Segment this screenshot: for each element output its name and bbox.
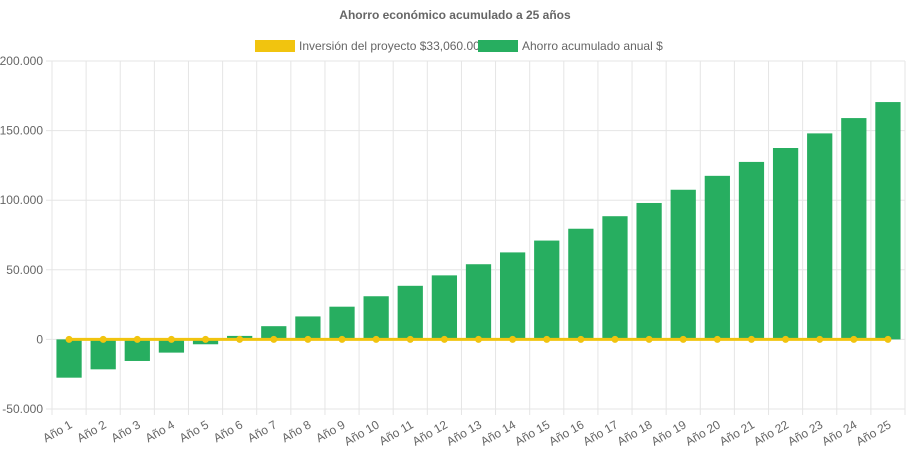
line-point xyxy=(543,335,551,343)
bar xyxy=(329,306,355,340)
line-point xyxy=(782,335,790,343)
line-point xyxy=(475,335,482,343)
line-point xyxy=(338,335,346,343)
legend-label-savings: Ahorro acumulado anual $ xyxy=(522,39,663,53)
line-point xyxy=(577,335,585,343)
y-axis: -50.000 0 50.000 100.000 150.000 200.000 xyxy=(0,54,43,416)
line-point xyxy=(816,335,824,343)
bar xyxy=(704,175,730,340)
x-tick-label: Año 3 xyxy=(109,417,143,445)
line-point xyxy=(99,335,107,343)
legend-label-investment: Inversión del proyecto $33,060.00 xyxy=(299,39,480,53)
line-point xyxy=(133,335,141,343)
x-tick-label: Año 24 xyxy=(819,417,859,448)
line-point xyxy=(884,335,892,343)
bar xyxy=(90,339,116,370)
line-point xyxy=(270,335,278,343)
legend: Inversión del proyecto $33,060.00 Ahorro… xyxy=(255,39,663,53)
y-tick-label: -50.000 xyxy=(2,402,43,416)
y-tick-label: 150.000 xyxy=(0,124,43,138)
x-tick-label: Año 15 xyxy=(512,417,552,448)
line-point xyxy=(509,335,517,343)
bar xyxy=(772,148,799,340)
legend-item-savings[interactable]: Ahorro acumulado anual $ xyxy=(478,39,663,53)
bar xyxy=(295,316,321,340)
line-series-investment xyxy=(65,335,892,343)
x-tick-label: Año 2 xyxy=(75,417,109,445)
x-tick-label: Año 14 xyxy=(478,417,518,448)
x-tick-label: Año 11 xyxy=(377,417,416,448)
x-tick-label: Año 19 xyxy=(649,417,689,448)
x-tick-label: Año 1 xyxy=(40,417,74,445)
line-point xyxy=(406,335,414,343)
x-tick-label: Año 22 xyxy=(751,417,791,448)
x-tick-label: Año 6 xyxy=(211,417,245,445)
bar xyxy=(738,161,765,340)
bar xyxy=(875,102,901,340)
y-tick-label: 100.000 xyxy=(0,193,43,207)
x-tick-label: Año 21 xyxy=(717,417,757,448)
legend-swatch-savings xyxy=(478,40,518,52)
x-tick-label: Año 20 xyxy=(683,417,723,448)
line-point xyxy=(747,335,755,343)
x-tick-label: Año 5 xyxy=(177,417,211,445)
line-point xyxy=(850,335,858,343)
bar xyxy=(261,326,287,340)
x-tick-label: Año 13 xyxy=(444,417,484,448)
bar xyxy=(568,228,594,340)
bar xyxy=(431,275,458,340)
legend-swatch-investment xyxy=(255,40,295,52)
y-tick-label: 200.000 xyxy=(0,54,43,68)
bar xyxy=(465,264,492,340)
bar xyxy=(602,216,628,340)
line-point xyxy=(65,335,73,343)
grid xyxy=(46,60,906,415)
line-point xyxy=(372,335,380,343)
bar xyxy=(124,339,150,361)
x-tick-label: Año 25 xyxy=(853,417,893,448)
line-point xyxy=(167,335,175,343)
y-tick-label: 50.000 xyxy=(6,263,43,277)
bar-series-savings xyxy=(56,102,901,378)
line-point xyxy=(202,335,210,343)
bar xyxy=(807,133,833,340)
bar xyxy=(534,240,560,340)
x-tick-label: Año 23 xyxy=(785,417,825,448)
bar xyxy=(397,285,423,340)
bar xyxy=(158,339,185,353)
x-tick-label: Año 18 xyxy=(615,417,655,448)
bar xyxy=(636,202,662,340)
line-point xyxy=(713,335,721,343)
bar xyxy=(56,339,82,378)
bar xyxy=(363,296,389,340)
x-tick-label: Año 17 xyxy=(581,417,621,448)
x-tick-label: Año 7 xyxy=(245,417,279,445)
line-point xyxy=(440,335,448,343)
x-tick-label: Año 8 xyxy=(279,417,313,445)
bar xyxy=(841,118,867,340)
line-point xyxy=(645,335,653,343)
line-point xyxy=(679,335,687,343)
x-tick-label: Año 10 xyxy=(342,417,382,448)
line-point xyxy=(611,335,619,343)
x-tick-label: Año 4 xyxy=(143,417,177,445)
bar xyxy=(670,189,696,340)
x-tick-label: Año 16 xyxy=(546,417,586,448)
chart-title: Ahorro económico acumulado a 25 años xyxy=(339,8,571,22)
x-tick-label: Año 12 xyxy=(410,417,450,448)
line-point xyxy=(236,335,244,343)
x-axis: Año 1 Año 2 Año 3 Año 4 Año 5 Año 6 Año 7 Año 8… xyxy=(40,417,893,448)
x-tick-label: Año 9 xyxy=(313,417,347,445)
y-tick-label: 0 xyxy=(36,332,43,346)
legend-item-investment[interactable]: Inversión del proyecto $33,060.00 xyxy=(255,39,480,53)
line-point xyxy=(304,335,312,343)
bar xyxy=(499,252,526,340)
